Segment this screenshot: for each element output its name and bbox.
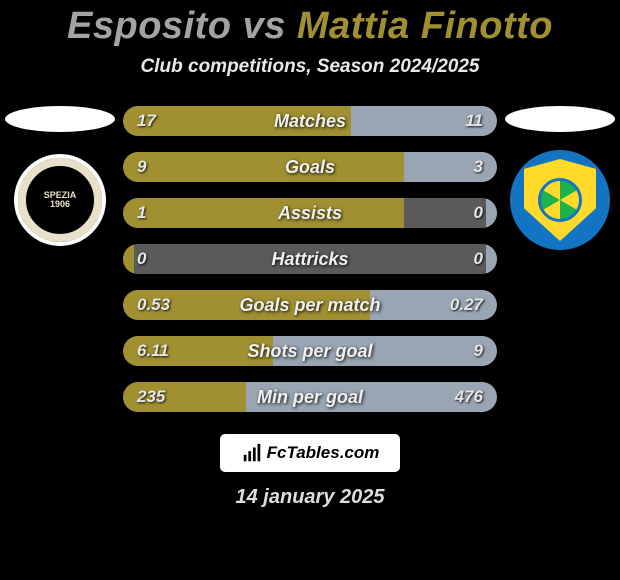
stat-value-right: 11	[439, 111, 497, 131]
brand-text: FcTables.com	[267, 443, 380, 463]
player2-placeholder-oval	[505, 106, 615, 132]
stat-value-right: 0.27	[436, 295, 497, 315]
stat-row: 0Hattricks0	[123, 244, 497, 274]
player1-name: Esposito	[67, 5, 231, 47]
stat-row: 9Goals3	[123, 152, 497, 182]
content-area: SPEZIA1906 17Matches11 9Goals3 1Assists0 0H…	[0, 106, 620, 412]
stat-row: 0.53Goals per match0.27	[123, 290, 497, 320]
club-crest-spezia: SPEZIA1906	[10, 150, 110, 250]
player2-name: Mattia Finotto	[297, 5, 553, 47]
stat-value-right: 9	[439, 341, 497, 361]
stat-value-right: 476	[439, 387, 497, 407]
stat-row: 235Min per goal476	[123, 382, 497, 412]
stats-list: 17Matches11 9Goals3 1Assists0 0Hattricks0 0.…	[123, 106, 497, 412]
player2-badge-area	[500, 106, 620, 250]
page-title: Esposito vs Mattia Finotto	[0, 5, 620, 48]
stat-row: 17Matches11	[123, 106, 497, 136]
stat-value-right: 3	[439, 157, 497, 177]
club-crest-carrarese	[510, 150, 610, 250]
carrarese-icon	[538, 178, 582, 222]
vs-text: vs	[243, 5, 286, 47]
player1-badge-area: SPEZIA1906	[0, 106, 120, 250]
subtitle: Club competitions, Season 2024/2025	[0, 56, 620, 78]
stat-value-right: 0	[439, 249, 497, 269]
chart-icon	[241, 442, 263, 464]
footer: FcTables.com 14 january 2025	[0, 434, 620, 509]
stat-value-right: 0	[439, 203, 497, 223]
stat-row: 6.11Shots per goal9	[123, 336, 497, 366]
player1-placeholder-oval	[5, 106, 115, 132]
stat-row: 1Assists0	[123, 198, 497, 228]
brand-logo[interactable]: FcTables.com	[220, 434, 400, 472]
header: Esposito vs Mattia Finotto Club competit…	[0, 0, 620, 78]
date-text: 14 january 2025	[236, 486, 385, 509]
